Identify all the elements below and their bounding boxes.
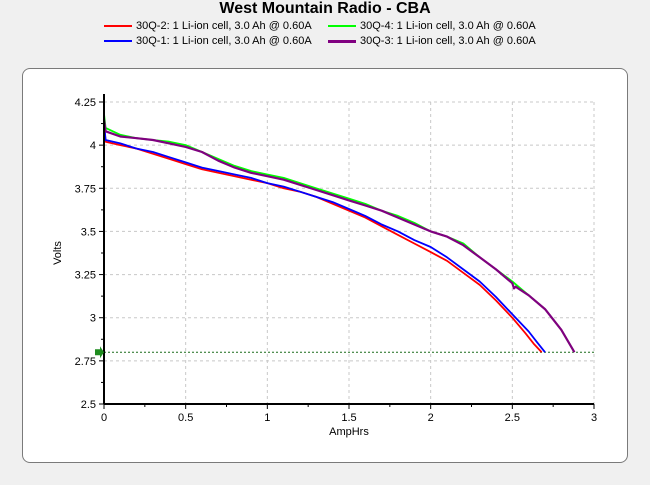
- legend-label: 30Q-3: 1 Li-ion cell, 3.0 Ah @ 0.60A: [360, 35, 536, 47]
- legend-item-30q-3: 30Q-3: 1 Li-ion cell, 3.0 Ah @ 0.60A: [328, 34, 536, 48]
- series-group: [102, 113, 576, 353]
- y-tick-label: 2.5: [81, 399, 96, 411]
- x-tick-label: 0.5: [178, 412, 193, 424]
- chart-title: West Mountain Radio - CBA: [219, 0, 431, 17]
- legend-swatch: [104, 25, 132, 27]
- cutoff-marker-icon: [95, 346, 104, 359]
- axes: 0 0.5 1 1.5 2 2.5 3 2.5 2.75 3 3.25 3.5 3.75 4 4.25: [75, 94, 597, 424]
- legend-item-30q-1: 30Q-1: 1 Li-ion cell, 3.0 Ah @ 0.60A: [104, 34, 312, 48]
- x-tick-label: 0: [101, 412, 107, 424]
- legend-label: 30Q-1: 1 Li-ion cell, 3.0 Ah @ 0.60A: [136, 35, 312, 47]
- y-tick-label: 4.25: [75, 97, 96, 109]
- y-tick-label: 3: [90, 313, 96, 325]
- legend-swatch: [328, 39, 356, 43]
- y-tick-label: 3.25: [75, 270, 96, 282]
- y-axis-label: Volts: [52, 241, 64, 265]
- series-line-3: [103, 113, 576, 353]
- y-tick-label: 3.75: [75, 183, 96, 195]
- legend-item-30q-4: 30Q-4: 1 Li-ion cell, 3.0 Ah @ 0.60A: [328, 19, 536, 33]
- legend-item-30q-2: 30Q-2: 1 Li-ion cell, 3.0 Ah @ 0.60A: [104, 19, 312, 33]
- legend: 30Q-2: 1 Li-ion cell, 3.0 Ah @ 0.60A 30Q…: [0, 19, 650, 49]
- legend-swatch: [328, 25, 356, 27]
- x-tick-label: 2.5: [505, 412, 520, 424]
- x-tick-label: 1: [264, 412, 270, 424]
- x-axis-label: AmpHrs: [329, 426, 369, 438]
- series-line-2: [103, 122, 546, 353]
- x-tick-label: 1.5: [341, 412, 356, 424]
- series-line-4: [102, 119, 576, 353]
- x-tick-label: 3: [591, 412, 597, 424]
- legend-label: 30Q-2: 1 Li-ion cell, 3.0 Ah @ 0.60A: [136, 20, 312, 32]
- legend-swatch: [104, 40, 132, 42]
- y-tick-label: 4: [90, 140, 96, 152]
- y-tick-label: 3.5: [81, 226, 96, 238]
- legend-label: 30Q-4: 1 Li-ion cell, 3.0 Ah @ 0.60A: [360, 20, 536, 32]
- chart-panel: [22, 68, 628, 463]
- grid: [104, 101, 595, 404]
- x-tick-label: 2: [428, 412, 434, 424]
- y-tick-label: 2.75: [75, 356, 96, 368]
